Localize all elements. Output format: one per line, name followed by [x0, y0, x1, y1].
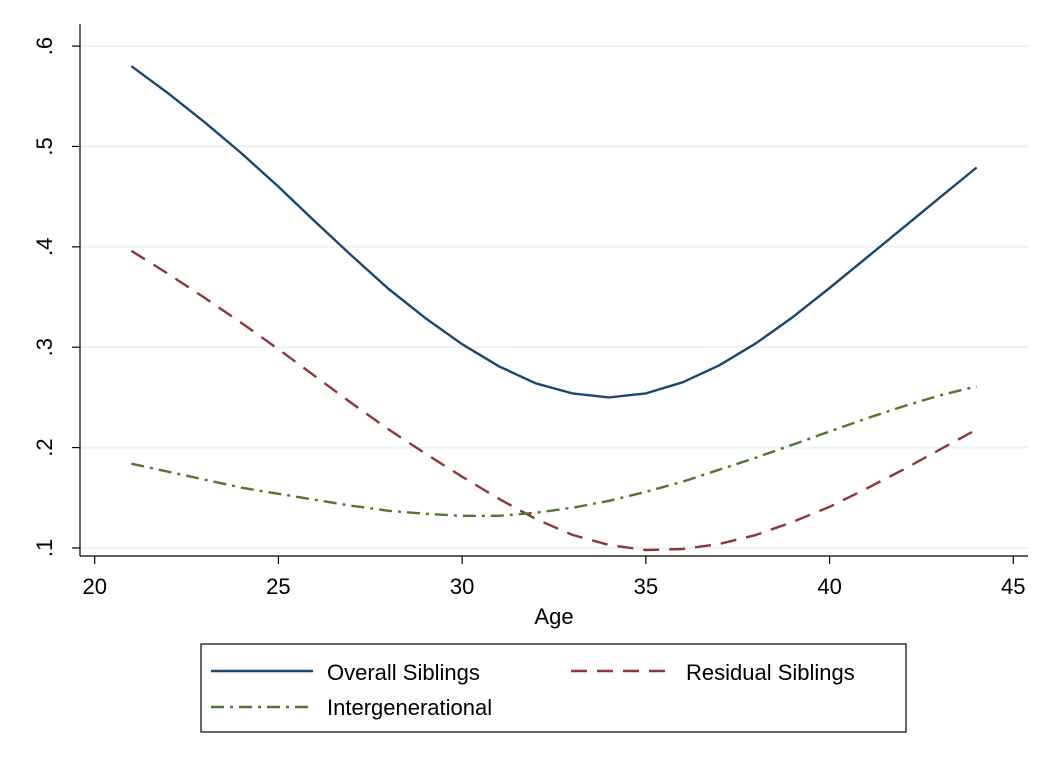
x-tick-label-5: 45: [1001, 574, 1025, 599]
y-tick-label-4: .5: [32, 137, 57, 155]
y-tick-label-1: .2: [32, 438, 57, 456]
legend-label-1: Residual Siblings: [686, 660, 855, 685]
x-tick-label-2: 30: [450, 574, 474, 599]
x-tick-label-1: 25: [266, 574, 290, 599]
y-tick-label-0: .1: [32, 539, 57, 557]
gridlines: [80, 45, 1028, 549]
axes: .1 .2 .3 .4 .5 .6 20 25 30 35 40 45: [32, 24, 1028, 599]
x-tick-label-0: 20: [82, 574, 106, 599]
x-tick-label-3: 35: [634, 574, 658, 599]
x-axis-title: Age: [534, 604, 573, 629]
series-line-2: [131, 385, 977, 517]
series-line-0: [130, 65, 978, 399]
x-tick-label-4: 40: [817, 574, 841, 599]
y-tick-label-5: .6: [32, 37, 57, 55]
y-tick-label-3: .4: [32, 238, 57, 256]
legend-box: [200, 643, 907, 733]
legend-label-0: Overall Siblings: [327, 660, 480, 685]
legend-label-2: Intergenerational: [327, 695, 492, 720]
series-lines: [130, 65, 978, 552]
series-line-1: [130, 249, 978, 552]
y-tick-label-2: .3: [32, 338, 57, 356]
legend: Overall Siblings Residual Siblings Interge…: [200, 643, 907, 733]
